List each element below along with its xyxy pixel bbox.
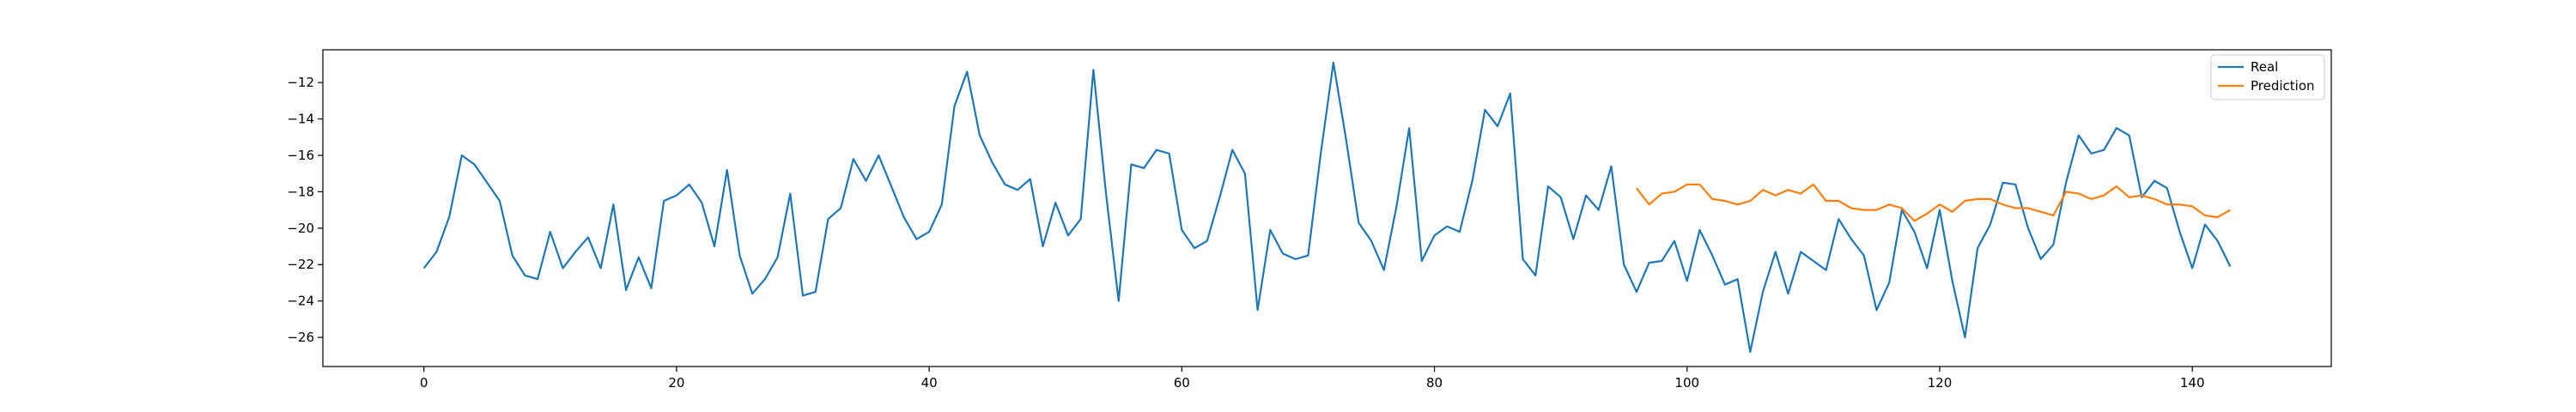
y-tick-label: −24 bbox=[287, 294, 314, 309]
y-tick-label: −14 bbox=[287, 112, 314, 127]
x-tick-label: 60 bbox=[1174, 375, 1190, 391]
axes-frame bbox=[322, 49, 2332, 367]
x-tick-label: 80 bbox=[1426, 375, 1443, 391]
x-tick-label: 20 bbox=[668, 375, 684, 391]
y-tick-label: −16 bbox=[287, 148, 314, 163]
series-line-prediction bbox=[1636, 183, 2231, 222]
y-tick-label: −18 bbox=[287, 184, 314, 199]
series-layer bbox=[422, 61, 2232, 354]
y-tick-label: −22 bbox=[287, 257, 314, 272]
series-line-real bbox=[422, 61, 2232, 354]
plot-area: 0 20 40 60 80 100 120 140 −26 −24 −22 −20 −18 −16 −14… bbox=[287, 49, 2332, 391]
y-tick-label: −20 bbox=[287, 221, 314, 236]
x-tick-label: 140 bbox=[2180, 375, 2205, 391]
legend-label-prediction: Prediction bbox=[2251, 78, 2315, 94]
y-axis: −26 −24 −22 −20 −18 −16 −14 −12 bbox=[287, 75, 323, 345]
legend: Real Prediction bbox=[2210, 54, 2325, 100]
y-tick-label: −12 bbox=[287, 75, 314, 90]
x-tick-label: 120 bbox=[1928, 375, 1953, 391]
x-tick-label: 100 bbox=[1674, 375, 1699, 391]
x-axis: 0 20 40 60 80 100 120 140 bbox=[420, 367, 2205, 391]
x-tick-label: 0 bbox=[420, 375, 428, 391]
y-tick-label: −26 bbox=[287, 330, 314, 345]
x-tick-label: 40 bbox=[921, 375, 938, 391]
legend-label-real: Real bbox=[2251, 59, 2278, 75]
